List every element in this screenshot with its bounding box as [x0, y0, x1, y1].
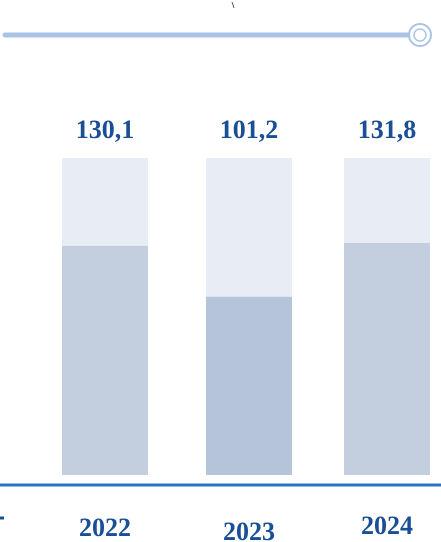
value-labels-group: 130,1 101,2 131,8 — [76, 115, 417, 144]
year-label-2023: 2023 — [223, 517, 275, 542]
year-label-2022: 2022 — [79, 513, 131, 542]
value-label-2022: 130,1 — [76, 115, 135, 144]
bars-group — [62, 158, 430, 475]
target-marker-inner-icon — [413, 28, 427, 42]
value-label-2023: 101,2 — [220, 115, 279, 144]
year-label-2024: 2024 — [361, 511, 413, 540]
year-labels-group: 2022 2023 2024 — [79, 511, 413, 542]
bar-2022 — [62, 245, 148, 475]
bar-2024 — [344, 242, 430, 475]
bar-2023 — [206, 296, 292, 475]
value-label-2024: 131,8 — [358, 115, 417, 144]
target-marker-icon — [408, 23, 432, 47]
top-tick-mark — [231, 1, 235, 9]
